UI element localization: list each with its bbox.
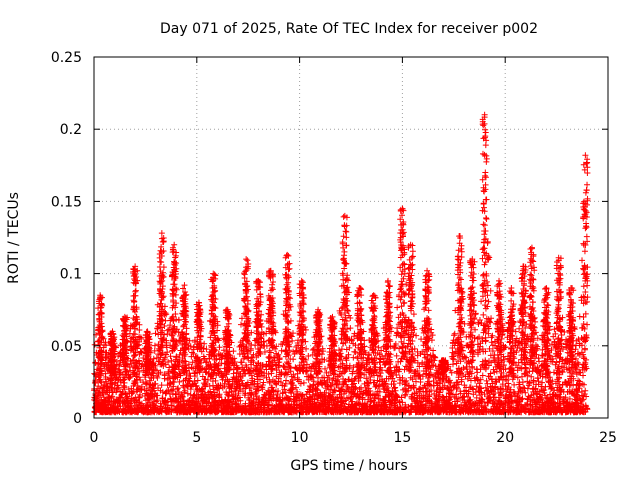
data-point (410, 311, 417, 318)
data-point (522, 389, 529, 396)
data-point (432, 394, 439, 401)
data-point (550, 333, 557, 340)
data-point (487, 319, 494, 326)
data-point (275, 351, 282, 358)
data-point (152, 330, 159, 337)
data-point (413, 389, 420, 396)
data-point (485, 298, 492, 305)
data-point (483, 377, 490, 384)
data-point (473, 394, 480, 401)
data-point (352, 349, 359, 356)
data-point (350, 354, 357, 361)
data-point (282, 389, 289, 396)
data-point (184, 390, 191, 397)
data-point (167, 395, 174, 402)
data-points (91, 111, 591, 416)
data-point (106, 376, 113, 383)
data-point (277, 378, 284, 385)
data-point (481, 391, 488, 398)
data-point (207, 334, 214, 341)
data-point (479, 372, 486, 379)
data-point (287, 355, 294, 362)
data-point (511, 381, 518, 388)
data-point (539, 379, 546, 386)
data-point (482, 174, 489, 181)
data-point (466, 397, 473, 404)
data-point (579, 257, 586, 264)
data-point (165, 368, 172, 375)
data-point (582, 387, 589, 394)
data-point (382, 352, 389, 359)
data-point (153, 354, 160, 361)
data-point (299, 391, 306, 398)
data-point (457, 276, 464, 283)
data-point (161, 322, 168, 329)
data-point (393, 363, 400, 370)
data-point (176, 378, 183, 385)
data-point (455, 395, 462, 402)
data-point (551, 326, 558, 333)
data-point (482, 384, 489, 391)
data-point (422, 385, 429, 392)
